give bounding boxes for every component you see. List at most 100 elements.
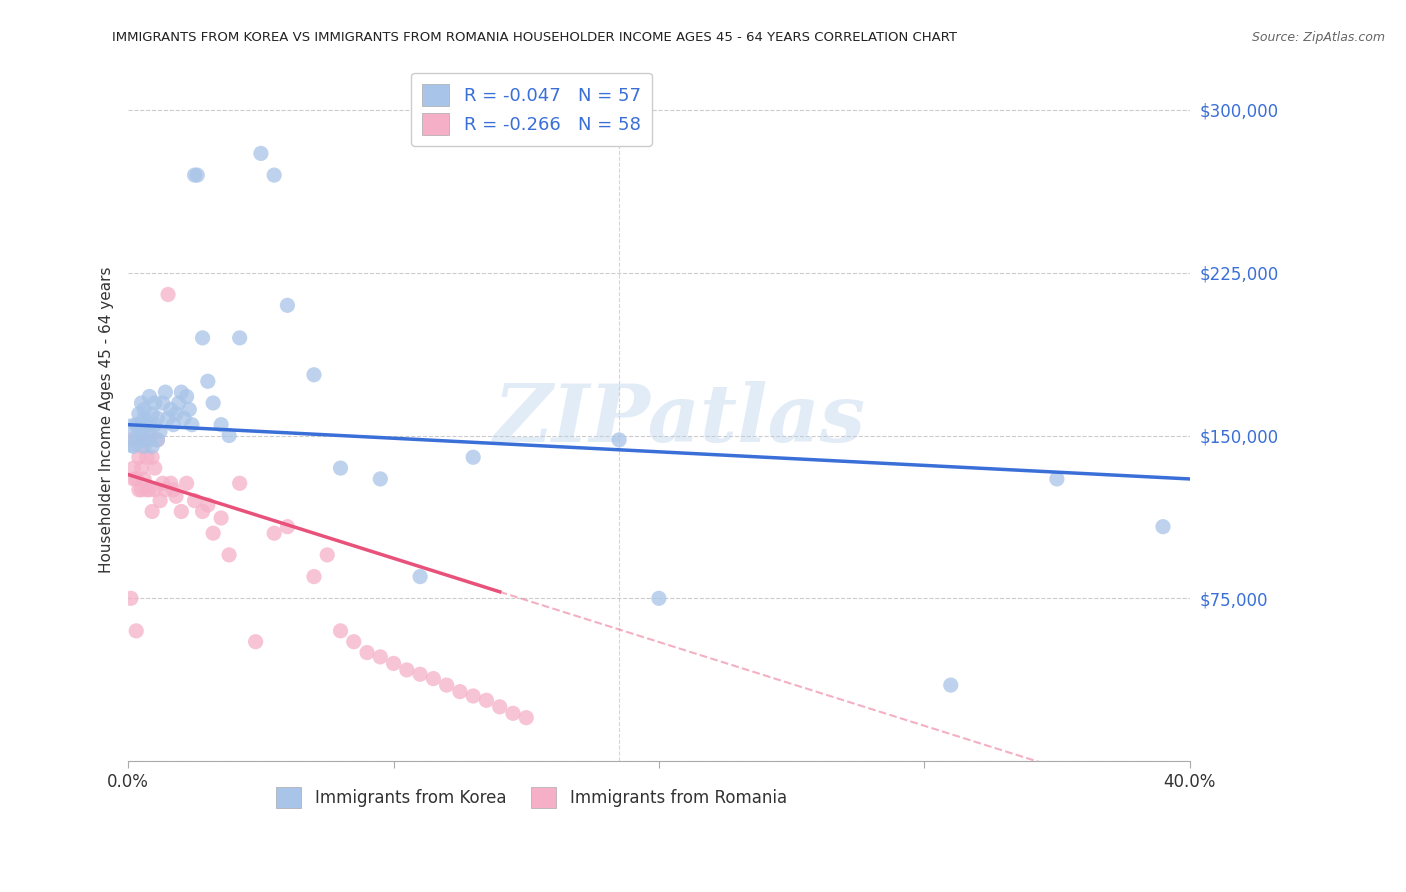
- Point: [131, 461, 153, 475]
- Point: [228, 476, 250, 491]
- Point: [155, 385, 177, 400]
- Point: [141, 407, 163, 421]
- Point: [143, 461, 166, 475]
- Point: [167, 396, 190, 410]
- Point: [138, 389, 160, 403]
- Point: [125, 472, 148, 486]
- Point: [120, 428, 142, 442]
- Point: [131, 417, 153, 432]
- Point: [179, 402, 201, 417]
- Point: [382, 657, 405, 671]
- Point: [134, 472, 156, 486]
- Point: [648, 591, 671, 606]
- Point: [939, 678, 962, 692]
- Point: [128, 450, 150, 465]
- Point: [152, 396, 174, 410]
- Point: [120, 591, 142, 606]
- Point: [131, 483, 153, 497]
- Point: [183, 493, 205, 508]
- Point: [1152, 519, 1174, 533]
- Point: [436, 678, 458, 692]
- Point: [395, 663, 418, 677]
- Point: [162, 417, 184, 432]
- Point: [276, 519, 298, 533]
- Point: [1046, 472, 1069, 486]
- Point: [128, 483, 150, 497]
- Point: [488, 699, 510, 714]
- Point: [125, 624, 148, 638]
- Y-axis label: Householder Income Ages 45 - 64 years: Householder Income Ages 45 - 64 years: [100, 266, 114, 573]
- Point: [152, 476, 174, 491]
- Point: [250, 146, 273, 161]
- Point: [128, 407, 150, 421]
- Point: [209, 417, 232, 432]
- Point: [157, 411, 180, 425]
- Point: [122, 439, 145, 453]
- Point: [302, 569, 325, 583]
- Point: [515, 711, 537, 725]
- Point: [120, 433, 142, 447]
- Point: [138, 428, 160, 442]
- Point: [128, 424, 150, 438]
- Point: [143, 417, 166, 432]
- Point: [146, 433, 169, 447]
- Point: [159, 402, 181, 417]
- Point: [122, 472, 145, 486]
- Point: [228, 331, 250, 345]
- Point: [146, 433, 169, 447]
- Point: [607, 433, 630, 447]
- Point: [449, 684, 471, 698]
- Point: [183, 168, 205, 182]
- Point: [276, 298, 298, 312]
- Point: [329, 624, 352, 638]
- Point: [218, 428, 240, 442]
- Point: [131, 433, 153, 447]
- Point: [131, 439, 153, 453]
- Point: [155, 483, 177, 497]
- Point: [165, 407, 187, 421]
- Point: [125, 417, 148, 432]
- Point: [463, 450, 485, 465]
- Point: [134, 411, 156, 425]
- Point: [125, 433, 148, 447]
- Point: [141, 504, 163, 518]
- Point: [138, 483, 160, 497]
- Point: [141, 450, 163, 465]
- Point: [263, 168, 285, 182]
- Point: [343, 634, 366, 648]
- Point: [149, 424, 172, 438]
- Point: [135, 417, 157, 432]
- Point: [162, 483, 184, 497]
- Point: [356, 646, 378, 660]
- Point: [475, 693, 498, 707]
- Point: [502, 706, 524, 721]
- Point: [409, 569, 432, 583]
- Point: [135, 424, 157, 438]
- Point: [143, 483, 166, 497]
- Point: [181, 417, 204, 432]
- Point: [170, 504, 193, 518]
- Point: [143, 396, 166, 410]
- Point: [463, 689, 485, 703]
- Point: [122, 461, 145, 475]
- Point: [302, 368, 325, 382]
- Point: [263, 526, 285, 541]
- Point: [159, 476, 181, 491]
- Point: [218, 548, 240, 562]
- Point: [135, 483, 157, 497]
- Point: [157, 287, 180, 301]
- Text: ZIPatlas: ZIPatlas: [494, 381, 866, 458]
- Point: [186, 168, 208, 182]
- Point: [191, 504, 214, 518]
- Point: [134, 439, 156, 453]
- Point: [134, 402, 156, 417]
- Point: [146, 411, 169, 425]
- Point: [138, 417, 160, 432]
- Point: [141, 439, 163, 453]
- Point: [149, 493, 172, 508]
- Text: Source: ZipAtlas.com: Source: ZipAtlas.com: [1251, 31, 1385, 45]
- Point: [202, 396, 225, 410]
- Point: [131, 396, 153, 410]
- Point: [170, 385, 193, 400]
- Point: [191, 331, 214, 345]
